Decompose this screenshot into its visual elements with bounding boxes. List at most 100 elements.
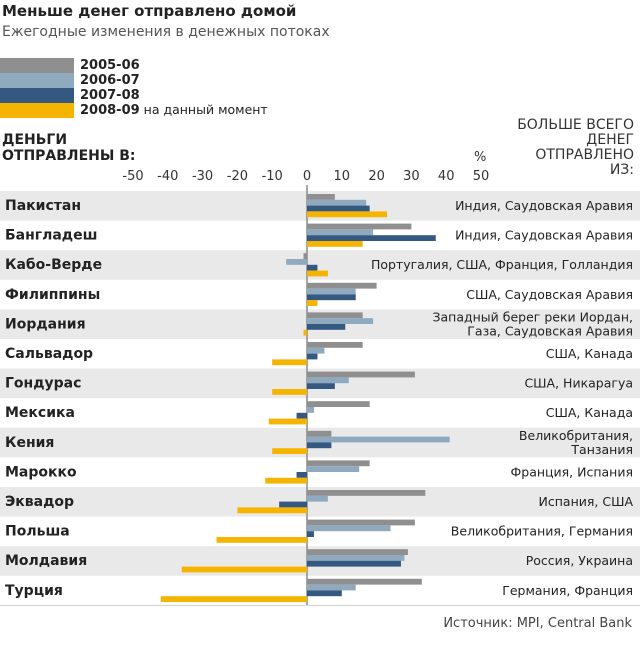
x-tick-label: 50 [473,169,490,184]
bar-2005-06 [307,312,363,319]
country-label: Молдавия [5,553,87,569]
bar-2005-06 [303,253,307,259]
country-label: Турция [5,583,63,599]
bar-2007-08 [307,353,318,360]
bar-2007-08 [307,294,356,301]
legend-item-2006-07: 2006-07 [0,73,320,88]
source-country-label: Португалия, США, Франция, Голландия [371,257,633,272]
x-tick-label: -40 [157,169,178,184]
x-tick-label: 30 [403,169,420,184]
bar-2005-06 [307,578,422,585]
bar-2007-08 [307,560,401,567]
bar-2008-09 [307,300,318,306]
bar-2008-09 [265,477,307,484]
bar-2008-09 [216,537,307,543]
bar-2005-06 [307,549,408,555]
source-country-label: Западный берег реки Иордан, [432,309,633,324]
bar-2006-07 [307,525,391,532]
bar-2005-06 [307,223,412,230]
country-label: Филиппины [5,287,100,303]
bar-2005-06 [307,519,415,526]
x-tick-label: 20 [368,169,385,184]
legend: 2005-06 2006-07 2007-08 2008-09 на данны… [0,58,320,118]
bar-2006-07 [307,466,360,472]
bar-2006-07 [307,288,356,295]
country-label: Кабо-Верде [5,257,102,273]
bar-2008-09 [272,359,307,366]
source-country-label: США, Канада [546,346,633,361]
country-label: Гондурас [5,376,81,392]
bar-2006-07 [307,495,328,502]
bar-2007-08 [307,264,318,271]
source-note: Источник: MPI, Central Bank [443,616,632,631]
legend-item-2008-09: 2008-09 на данный момент [0,102,320,118]
country-label: Мексика [5,405,75,421]
country-label: Сальвадор [5,346,93,362]
source-country-label: Германия, Франция [502,583,633,598]
sources-header-line1: БОЛЬШЕ ВСЕГО [517,117,634,133]
bar-2007-08 [307,235,436,241]
bar-2006-07 [307,555,405,561]
bar-2005-06 [307,371,415,378]
bar-2007-08 [296,472,307,478]
legend-item-2005-06: 2005-06 [0,58,320,73]
bar-2007-08 [307,590,342,597]
country-label: Эквадор [5,494,74,510]
bar-2008-09 [307,241,363,247]
country-label: Кения [5,435,54,451]
countries-header-line1: ДЕНЬГИ [2,132,68,148]
bar-2008-09 [307,270,328,277]
legend-swatch [0,73,74,88]
x-tick-label: 0 [303,169,311,184]
bar-2008-09 [268,418,307,425]
source-country-label: Танзания [570,442,633,457]
bar-2006-07 [307,377,349,384]
bar-2008-09 [160,596,307,602]
x-tick-label: -30 [192,169,213,184]
percent-unit-label: % [474,150,487,165]
country-label: Иордания [5,316,86,332]
source-country-label: Индия, Саудовская Аравия [455,228,633,243]
bar-2008-09 [303,329,307,336]
bar-2006-07 [307,436,450,443]
bar-2007-08 [279,501,307,508]
country-label: Марокко [5,464,77,480]
source-country-label: США, Канада [546,405,633,420]
legend-label: 2007-08 [80,88,140,103]
legend-swatch [0,103,74,118]
chart-subtitle: Ежегодные изменения в денежных потоках [2,24,330,40]
source-country-label: США, Никарагуа [524,376,633,391]
x-tick-label: -10 [262,169,283,184]
bar-2006-07 [307,347,325,354]
legend-swatch [0,58,74,73]
bar-2008-09 [272,389,307,395]
bar-2006-07 [307,407,314,413]
legend-label: 2006-07 [80,73,140,88]
legend-label: 2008-09 на данный момент [80,102,268,118]
source-country-label: Газа, Саудовская Аравия [467,323,633,338]
bar-2007-08 [296,412,307,419]
source-country-label: Великобритания, Германия [451,524,633,539]
x-tick-label: -50 [122,169,143,184]
bar-2007-08 [307,531,314,537]
legend-item-2007-08: 2007-08 [0,88,320,103]
bar-2006-07 [307,199,367,206]
bar-2005-06 [307,490,426,496]
source-country-label: Великобритания, [519,428,633,443]
bar-2007-08 [307,442,332,449]
bar-2005-06 [307,430,332,437]
chart-title: Меньше денег отправлено домой [2,2,297,20]
country-label: Бангладеш [5,228,97,244]
bar-2008-09 [272,448,307,454]
sources-header-line3: ОТПРАВЛЕНО [535,147,634,163]
bar-2006-07 [307,318,374,324]
bar-2005-06 [307,342,363,348]
bar-2008-09 [237,507,307,514]
bar-2006-07 [307,584,356,591]
country-label: Польша [5,524,70,540]
bar-2005-06 [307,460,370,467]
bar-chart: -50 -40 -30 -20 -10 0 10 20 30 40 50 Пакистан Индия,… [0,169,640,606]
legend-swatch [0,88,74,103]
bar-2008-09 [181,566,307,573]
legend-note: на данный момент [139,102,268,117]
